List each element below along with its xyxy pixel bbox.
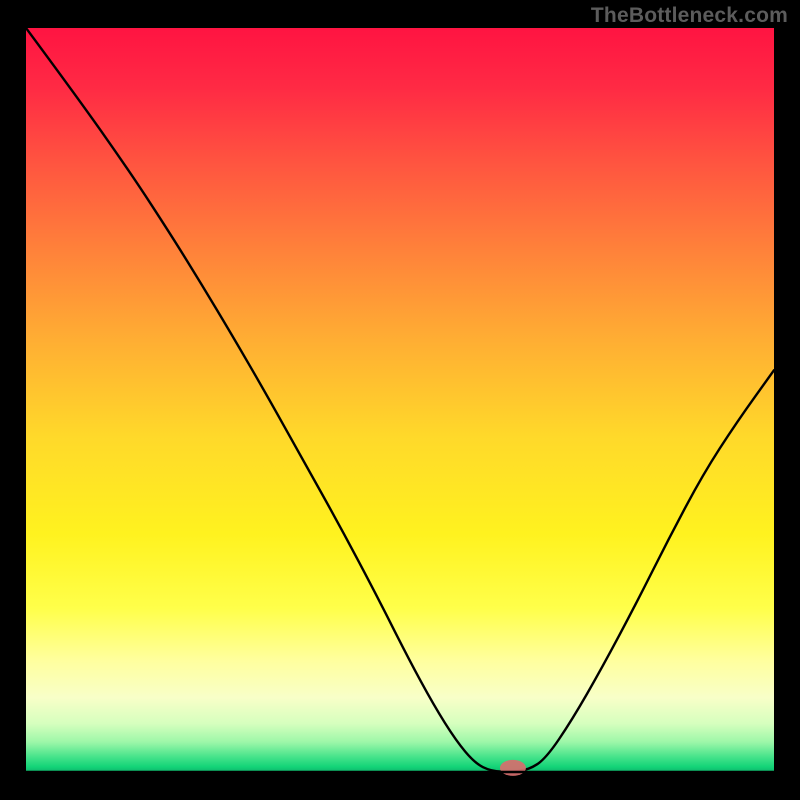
optimum-marker bbox=[500, 760, 526, 776]
bottleneck-chart: TheBottleneck.com bbox=[0, 0, 800, 800]
gradient-background bbox=[26, 28, 774, 772]
chart-svg bbox=[0, 0, 800, 800]
